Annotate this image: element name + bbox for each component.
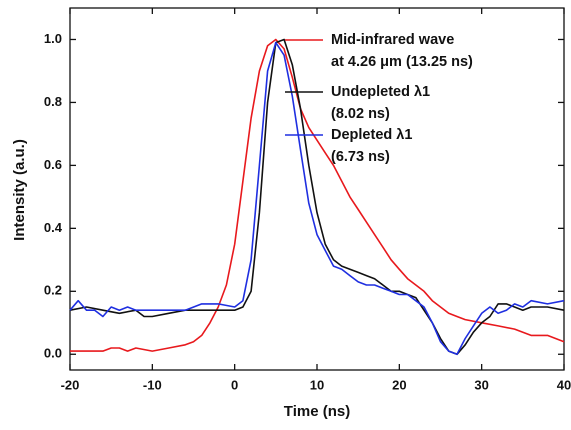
y-tick-label: 0.2 <box>44 283 62 298</box>
x-tick-label: 0 <box>231 377 238 392</box>
y-tick-label: 0.8 <box>44 94 62 109</box>
y-tick-label: 0.6 <box>44 157 62 172</box>
legend-label: Depleted λ1 <box>331 127 412 143</box>
legend-label: (8.02 ns) <box>331 106 390 122</box>
y-tick-label: 1.0 <box>44 31 62 46</box>
legend-label: Mid-infrared wave <box>331 32 454 48</box>
x-tick-label: 40 <box>557 377 571 392</box>
x-tick-label: 30 <box>474 377 488 392</box>
x-tick-label: -10 <box>143 377 162 392</box>
legend-label: at 4.26 μm (13.25 ns) <box>331 54 473 70</box>
y-tick-label: 0.0 <box>44 346 62 361</box>
y-tick-label: 0.4 <box>44 220 63 235</box>
legend-label: Undepleted λ1 <box>331 84 430 100</box>
y-axis-label: Intensity (a.u.) <box>11 139 28 241</box>
x-tick-label: 10 <box>310 377 324 392</box>
series-line <box>69 38 565 356</box>
x-axis-label: Time (ns) <box>284 403 350 420</box>
legend-label: (6.73 ns) <box>331 149 390 165</box>
x-tick-label: -20 <box>61 377 80 392</box>
series-line <box>70 38 565 352</box>
x-tick-label: 20 <box>392 377 406 392</box>
series-line <box>69 41 565 356</box>
